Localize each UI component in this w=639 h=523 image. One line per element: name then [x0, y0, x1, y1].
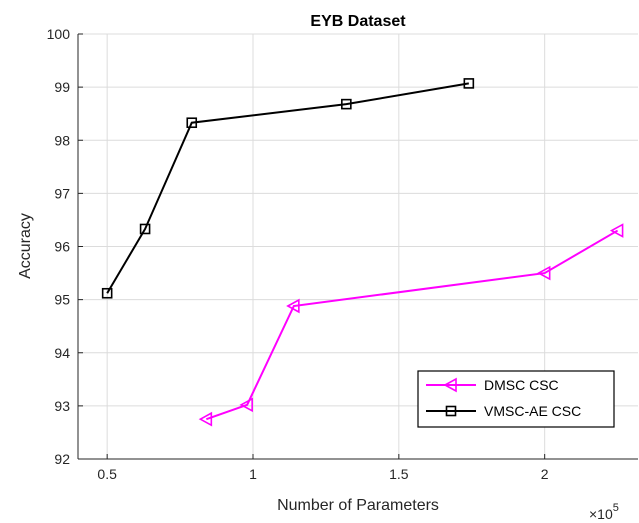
dmsc-csc-point — [286, 298, 300, 314]
x-axis-exponent: ×105 — [589, 502, 619, 522]
chart-title: EYB Dataset — [310, 13, 406, 30]
dmsc-csc-point — [609, 223, 624, 238]
y-axis-label: Accuracy — [17, 213, 34, 279]
dmsc-csc-point — [198, 411, 213, 427]
legend-box — [417, 370, 615, 428]
y-tick-label: 95 — [54, 292, 70, 308]
legend: DMSC CSC VMSC-AE CSC — [417, 370, 615, 428]
y-tick-label: 93 — [54, 398, 70, 414]
vmsc-ae-csc-point — [186, 117, 198, 129]
vmsc-ae-csc-series-line — [106, 82, 470, 294]
axes — [77, 33, 638, 460]
vmsc-ae-csc-point — [139, 223, 151, 235]
y-tick-label: 92 — [54, 451, 70, 467]
x-tick-label: 2 — [541, 466, 549, 482]
series-layer — [101, 78, 624, 427]
vmsc-ae-csc-point — [463, 78, 475, 89]
y-tick-label: 99 — [54, 79, 70, 95]
x-axis-exponent-power: 5 — [613, 502, 619, 514]
dmsc-csc-point — [239, 397, 253, 413]
y-tick-label: 97 — [54, 185, 70, 201]
x-axis-exponent-base: ×10 — [589, 506, 613, 522]
tick-labels: 92 93 94 95 96 97 98 99 100 0.5 1 1.5 2 — [47, 26, 549, 482]
x-tick-label: 1 — [249, 466, 257, 482]
y-tick-label: 100 — [47, 26, 71, 42]
dmsc-csc-series-line — [206, 229, 619, 421]
legend-label-vmsc-ae-csc: VMSC-AE CSC — [484, 403, 581, 419]
grid-lines — [78, 33, 638, 460]
legend-label-dmsc-csc: DMSC CSC — [484, 377, 559, 393]
legend-marker-dmsc-csc — [443, 377, 457, 393]
legend-marker-vmsc-ae-csc — [445, 405, 457, 417]
vmsc-ae-csc-point — [101, 287, 113, 299]
dmsc-csc-point — [536, 265, 551, 281]
y-tick-label: 94 — [54, 345, 70, 361]
y-tick-label: 96 — [54, 239, 70, 255]
vmsc-ae-csc-point — [341, 98, 352, 110]
y-tick-label: 98 — [54, 132, 70, 148]
x-axis-label: Number of Parameters — [277, 497, 439, 514]
x-tick-label: 1.5 — [389, 466, 409, 482]
x-tick-label: 0.5 — [97, 466, 117, 482]
